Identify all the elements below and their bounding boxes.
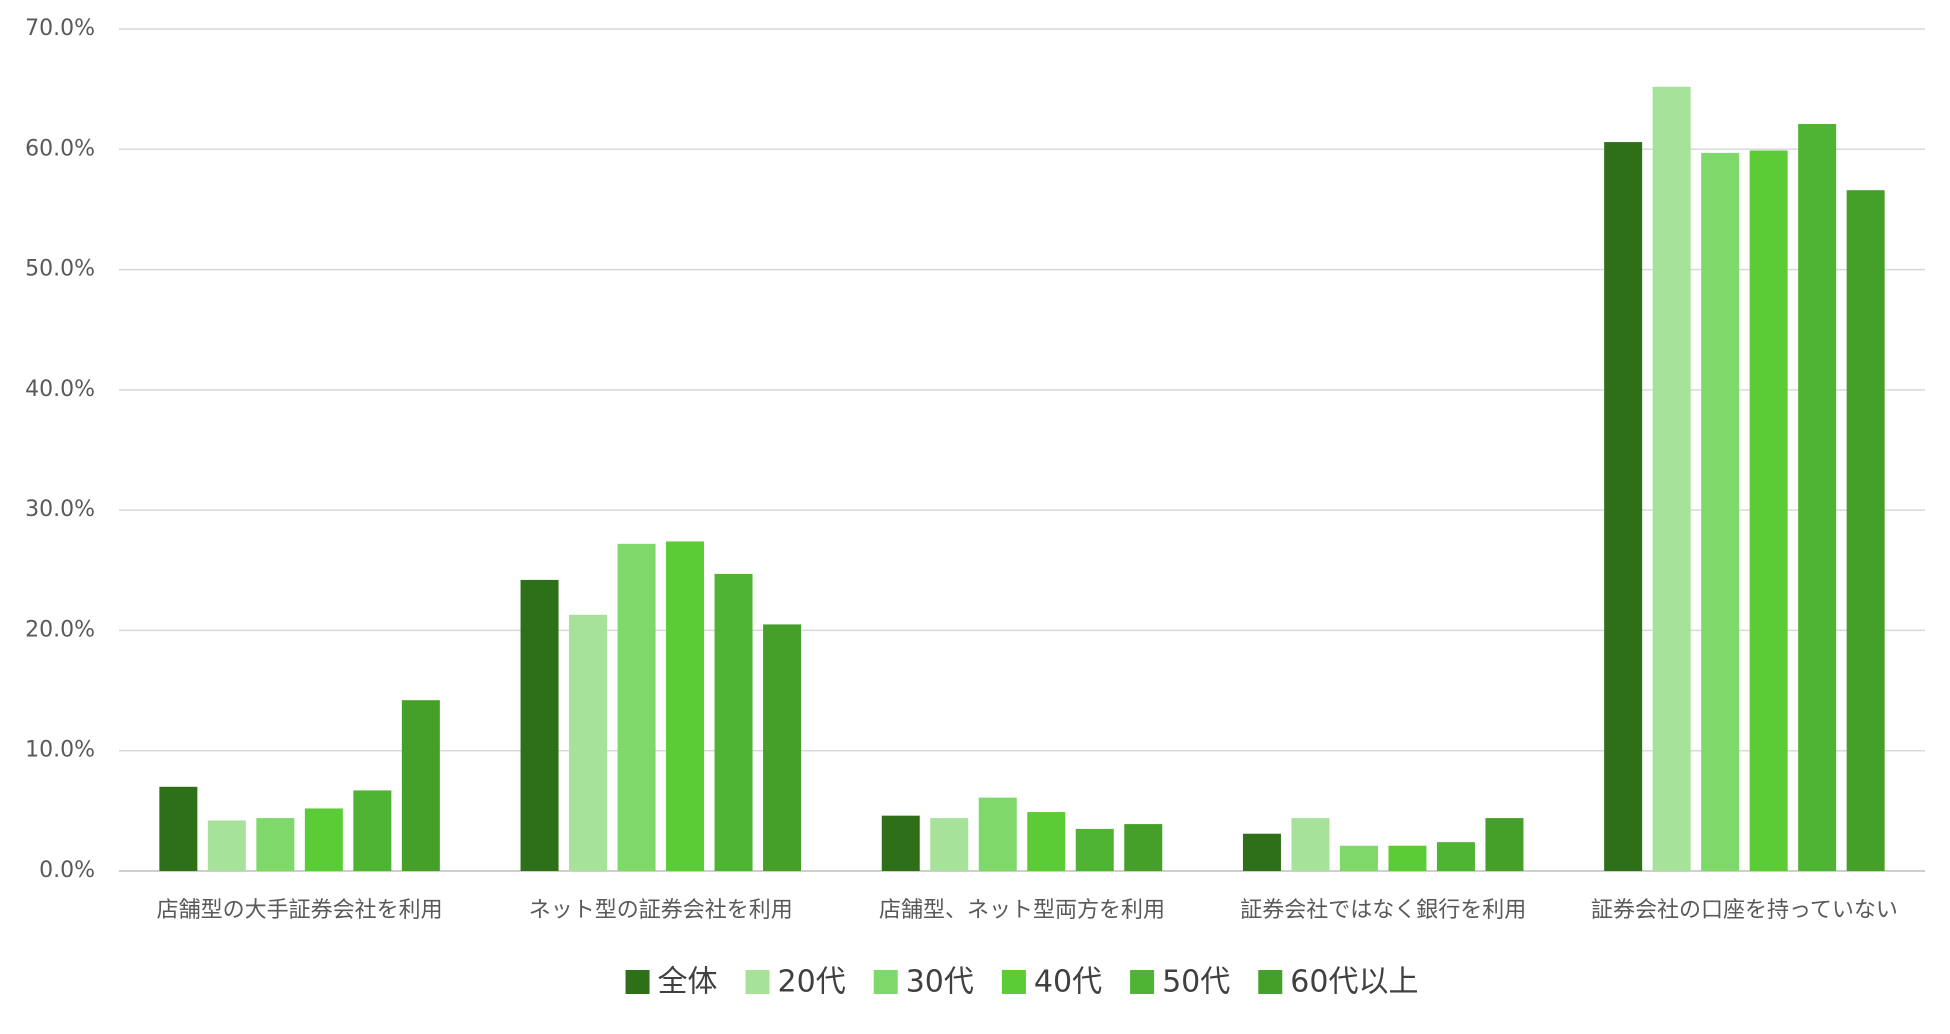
legend-label: 60代以上 [1290, 965, 1418, 1000]
bar [714, 573, 753, 871]
bar [1291, 818, 1330, 871]
y-tick-label: 70.0% [25, 16, 95, 41]
y-tick-label: 30.0% [25, 497, 95, 522]
bar [930, 818, 969, 871]
bar [881, 815, 920, 871]
legend-swatch [745, 970, 770, 994]
x-tick-label: 店舗型、ネット型両方を利用 [879, 898, 1165, 923]
legend-swatch [1130, 970, 1155, 994]
bar [159, 786, 198, 871]
bar [256, 818, 295, 871]
y-tick-label: 0.0% [39, 858, 95, 883]
bar [1846, 190, 1885, 871]
bar [1027, 812, 1066, 871]
bar [1388, 845, 1427, 871]
x-tick-label: 店舗型の大手証券会社を利用 [157, 898, 443, 923]
bar [617, 543, 656, 871]
bar [401, 700, 440, 871]
y-tick-label: 60.0% [25, 136, 95, 161]
bar [1242, 833, 1281, 871]
legend-label: 40代 [1034, 965, 1102, 1000]
bar [978, 797, 1017, 871]
bar [353, 790, 392, 871]
legend-label: 全体 [658, 965, 718, 1000]
legend-label: 20代 [778, 965, 846, 1000]
bar [1436, 842, 1475, 871]
bar [1124, 824, 1163, 871]
bar [763, 624, 802, 871]
legend-label: 50代 [1162, 965, 1230, 1000]
bar [1604, 142, 1643, 871]
bar [1701, 152, 1740, 871]
y-tick-label: 20.0% [25, 617, 95, 642]
x-tick-label: ネット型の証券会社を利用 [529, 898, 793, 923]
x-tick-label: 証券会社ではなく銀行を利用 [1240, 898, 1526, 923]
bar [1749, 150, 1788, 871]
bar [569, 614, 608, 871]
legend-swatch [873, 970, 898, 994]
bar [1339, 845, 1378, 871]
bar [207, 820, 246, 871]
legend-swatch [1258, 970, 1283, 994]
bar [1798, 124, 1837, 872]
y-tick-label: 50.0% [25, 257, 95, 282]
y-tick-label: 40.0% [25, 377, 95, 402]
legend-swatch [625, 970, 650, 994]
legend-label: 30代 [906, 965, 974, 1000]
legend-swatch [1001, 970, 1026, 994]
bar [1485, 818, 1524, 871]
bar [666, 541, 705, 871]
y-tick-label: 10.0% [25, 738, 95, 763]
bar [304, 808, 343, 871]
bar [520, 579, 559, 871]
x-tick-label: 証券会社の口座を持っていない [1591, 898, 1898, 923]
bar [1075, 828, 1114, 871]
bar [1652, 86, 1691, 872]
